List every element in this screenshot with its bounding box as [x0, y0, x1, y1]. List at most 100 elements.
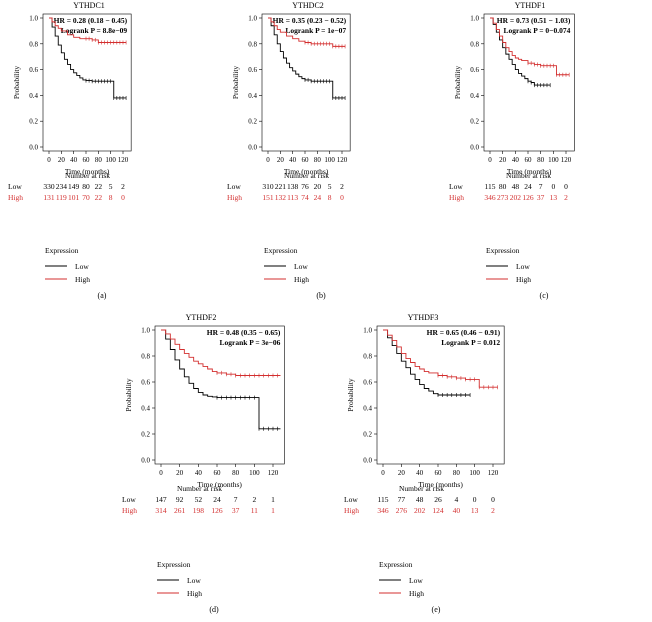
- logrank-annotation: Logrank P = 0−0.074: [503, 26, 570, 35]
- survival-curve-high: [161, 329, 281, 376]
- risk-low-value: 80: [82, 182, 90, 191]
- y-tick-label: 0.8: [29, 40, 38, 48]
- plot-frame: [42, 13, 132, 152]
- chart-title: YTHDC2: [292, 1, 324, 10]
- logrank-annotation: Logrank P = 1e−07: [285, 26, 346, 35]
- plot-frame: [376, 325, 505, 465]
- legend-title: Expression: [264, 246, 298, 255]
- x-tick-label: 120: [118, 156, 129, 164]
- x-tick-label: 60: [435, 469, 443, 477]
- x-tick-label: 100: [105, 156, 116, 164]
- legend-low-label: Low: [75, 262, 89, 271]
- risk-high-value: 314: [155, 506, 167, 515]
- y-tick-label: 0.8: [248, 40, 257, 48]
- legend-title: Expression: [157, 560, 191, 569]
- risk-low-value: 5: [109, 182, 113, 191]
- risk-high-value: 40: [453, 506, 461, 515]
- risk-high-value: 8: [109, 193, 113, 202]
- x-tick-label: 80: [453, 469, 461, 477]
- y-tick-label: 0.6: [141, 379, 150, 387]
- risk-low-value: 80: [499, 182, 507, 191]
- risk-low-label: Low: [227, 182, 241, 191]
- risk-high-value: 276: [396, 506, 408, 515]
- risk-high-value: 2: [491, 506, 495, 515]
- x-tick-label: 0: [381, 469, 385, 477]
- y-tick-label: 0.6: [363, 379, 372, 387]
- risk-high-value: 151: [262, 193, 274, 202]
- risk-high-value: 261: [174, 506, 186, 515]
- panel-label: (a): [98, 291, 107, 300]
- risk-low-value: 48: [416, 495, 424, 504]
- y-tick-label: 0.8: [363, 353, 372, 361]
- risk-high-value: 202: [414, 506, 426, 515]
- risk-low-value: 310: [262, 182, 274, 191]
- risk-table-title: Number at risk: [284, 171, 329, 180]
- x-tick-label: 0: [488, 156, 492, 164]
- y-axis-label: Probability: [124, 378, 133, 412]
- x-axis-label: Time (months): [418, 480, 463, 489]
- y-tick-label: 0.4: [29, 92, 38, 100]
- risk-low-value: 330: [43, 182, 55, 191]
- x-tick-label: 0: [159, 469, 163, 477]
- risk-low-value: 52: [195, 495, 203, 504]
- panel-label: (c): [540, 291, 549, 300]
- risk-low-value: 20: [314, 182, 322, 191]
- risk-high-value: 0: [340, 193, 344, 202]
- risk-low-label: Low: [344, 495, 358, 504]
- risk-low-value: 115: [485, 182, 496, 191]
- x-tick-label: 40: [416, 469, 424, 477]
- plot-frame: [483, 13, 575, 152]
- y-tick-label: 0.2: [470, 118, 479, 126]
- km-panel-ythdf2: YTHDF2 0.0 0.2 0.4 0.6 0.8 1.0 0 20 40 60 80 100 120 T…: [122, 313, 285, 614]
- risk-high-label: High: [227, 193, 242, 202]
- hr-annotation: HR = 0.28 (0.18 − 0.45): [54, 16, 128, 25]
- risk-low-value: 76: [301, 182, 309, 191]
- risk-low-value: 24: [213, 495, 221, 504]
- risk-high-value: 202: [510, 193, 522, 202]
- hr-annotation: HR = 0.48 (0.35 − 0.65): [207, 328, 281, 337]
- risk-low-value: 2: [340, 182, 344, 191]
- hr-annotation: HR = 0.65 (0.46 − 0.91): [427, 328, 501, 337]
- risk-high-value: 113: [287, 193, 298, 202]
- risk-low-value: 7: [539, 182, 543, 191]
- x-axis-label: Time (months): [507, 167, 552, 176]
- risk-high-label: High: [344, 506, 359, 515]
- x-tick-label: 60: [214, 469, 222, 477]
- x-axis-label: Time (months): [284, 167, 329, 176]
- risk-table-title: Number at risk: [177, 484, 222, 493]
- panel-label: (e): [432, 605, 441, 614]
- x-tick-label: 80: [314, 156, 322, 164]
- risk-low-value: 149: [68, 182, 80, 191]
- risk-low-value: 1: [271, 495, 275, 504]
- panel-label: (b): [316, 291, 326, 300]
- y-tick-label: 0.4: [470, 92, 479, 100]
- x-tick-label: 120: [561, 156, 572, 164]
- risk-high-value: 2: [564, 193, 568, 202]
- y-tick-label: 0.4: [363, 405, 372, 413]
- x-axis-label: Time (months): [197, 480, 242, 489]
- x-tick-label: 100: [249, 469, 260, 477]
- y-tick-label: 1.0: [363, 327, 372, 335]
- plot-frame: [261, 13, 351, 152]
- y-tick-label: 1.0: [248, 15, 257, 23]
- y-tick-label: 0.0: [29, 144, 38, 152]
- y-tick-label: 1.0: [141, 327, 150, 335]
- risk-low-value: 77: [398, 495, 406, 504]
- panel-label: (d): [209, 605, 219, 614]
- x-tick-label: 80: [95, 156, 103, 164]
- logrank-annotation: Logrank P = 3e−06: [219, 338, 280, 347]
- risk-low-value: 2: [252, 495, 256, 504]
- risk-low-value: 115: [378, 495, 389, 504]
- risk-low-value: 221: [275, 182, 287, 191]
- risk-high-value: 37: [537, 193, 545, 202]
- x-tick-label: 120: [488, 469, 499, 477]
- risk-high-value: 8: [328, 193, 332, 202]
- y-tick-label: 0.0: [141, 457, 150, 465]
- y-tick-label: 0.6: [248, 66, 257, 74]
- risk-low-value: 0: [473, 495, 477, 504]
- x-tick-label: 20: [398, 469, 406, 477]
- x-tick-label: 0: [266, 156, 270, 164]
- y-tick-label: 0.8: [470, 40, 479, 48]
